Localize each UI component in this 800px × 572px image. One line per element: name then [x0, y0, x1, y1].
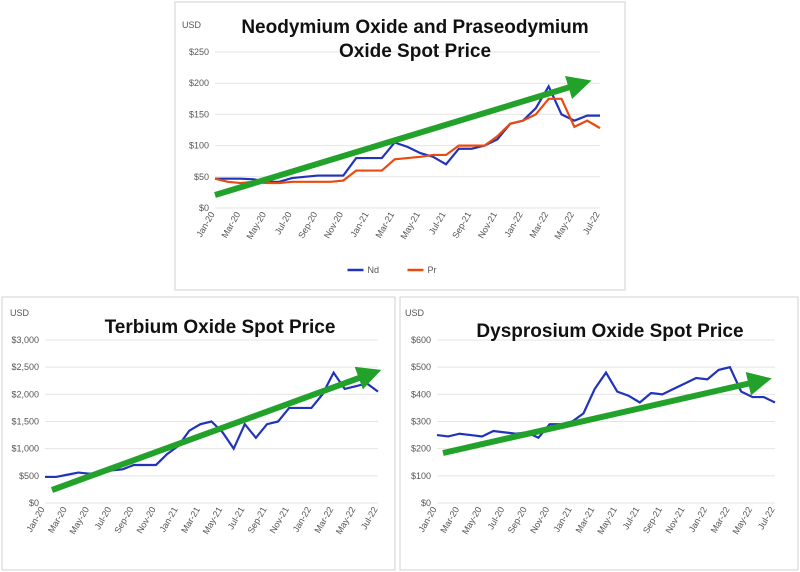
- y-tick-label: $400: [411, 389, 431, 399]
- y-tick-label: $500: [19, 471, 39, 481]
- y-tick-label: $3,000: [11, 335, 39, 345]
- y-tick-label: $250: [189, 47, 209, 57]
- chart-title: Dysprosium Oxide Spot Price: [476, 321, 744, 342]
- y-tick-label: $0: [421, 498, 431, 508]
- y-tick-label: $0: [29, 498, 39, 508]
- chart-title: Terbium Oxide Spot Price: [104, 317, 336, 338]
- y-tick-label: $200: [189, 78, 209, 88]
- y-tick-label: $50: [194, 172, 209, 182]
- y-tick-label: $600: [411, 335, 431, 345]
- y-tick-label: $1,500: [11, 417, 39, 427]
- y-tick-label: $0: [199, 203, 209, 213]
- y-tick-label: $2,000: [11, 389, 39, 399]
- y-tick-label: $200: [411, 444, 431, 454]
- y-tick-label: $100: [189, 141, 209, 151]
- data-line: [214, 97, 601, 185]
- legend-label: Nd: [368, 265, 380, 275]
- y-tick-label: $500: [411, 362, 431, 372]
- y-tick-label: $150: [189, 109, 209, 119]
- data-line: [215, 83, 600, 183]
- trend-arrow: [442, 371, 772, 456]
- y-tick-label: $300: [411, 417, 431, 427]
- chart-title: Neodymium Oxide and Praseodymium Oxide S…: [241, 17, 589, 62]
- y-axis-label: USD: [405, 308, 425, 318]
- y-axis-label: USD: [182, 20, 202, 30]
- data-line: [436, 365, 776, 440]
- y-axis-label: USD: [10, 308, 30, 318]
- legend-label: Pr: [428, 265, 437, 275]
- trend-arrow: [50, 366, 382, 493]
- y-tick-label: $2,500: [11, 362, 39, 372]
- y-tick-label: $1,000: [11, 444, 39, 454]
- y-tick-label: $100: [411, 471, 431, 481]
- trend-arrow: [214, 76, 592, 198]
